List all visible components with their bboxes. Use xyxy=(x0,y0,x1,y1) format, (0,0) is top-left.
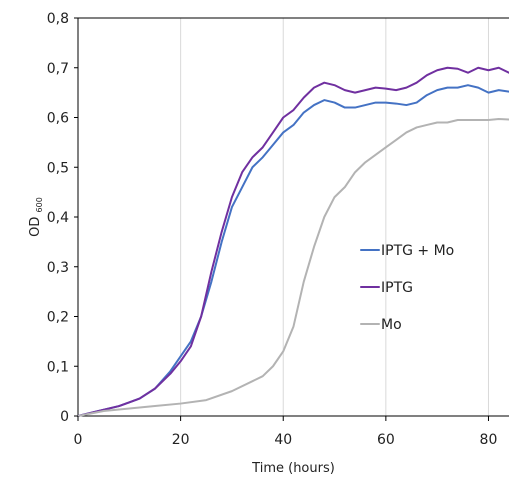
legend-label-iptg: IPTG xyxy=(381,280,413,296)
series-line-iptg xyxy=(77,66,509,417)
y-axis-title-main: OD xyxy=(28,217,43,237)
series-line-iptg-mo xyxy=(77,84,509,417)
y-tick-label: 0,4 xyxy=(47,210,69,226)
y-tick-label: 0,8 xyxy=(47,11,69,27)
legend-label-mo: Mo xyxy=(381,317,402,333)
x-tick-label: 60 xyxy=(377,432,395,448)
y-tick-label: 0,2 xyxy=(47,310,69,326)
tick-layer: 0 0,1 0,2 0,3 0,4 0,5 0,6 0,7 0,8 0 20 40 60 80 xyxy=(47,11,498,448)
series-line-mo xyxy=(77,117,509,417)
y-tick-label: 0,6 xyxy=(47,111,69,127)
y-tick-label: 0,5 xyxy=(47,160,69,176)
y-axis-title: OD 600 xyxy=(28,197,44,237)
y-axis-title-subscript: 600 xyxy=(35,197,44,212)
x-tick-label: 0 xyxy=(74,432,83,448)
x-tick-label: 40 xyxy=(274,432,292,448)
grid-layer xyxy=(180,18,489,416)
y-tick-label: 0,3 xyxy=(47,260,69,276)
x-tick-label: 20 xyxy=(172,432,190,448)
y-tick-label: 0,7 xyxy=(47,61,69,77)
x-tick-label: 80 xyxy=(480,432,498,448)
x-axis-title: Time (hours) xyxy=(251,461,335,476)
y-tick-label: 0,1 xyxy=(47,359,69,375)
legend-layer: IPTG + Mo IPTG Mo xyxy=(360,243,454,333)
series-layer xyxy=(77,66,509,417)
y-tick-label: 0 xyxy=(60,409,69,425)
legend-label-iptg-mo: IPTG + Mo xyxy=(381,243,454,259)
